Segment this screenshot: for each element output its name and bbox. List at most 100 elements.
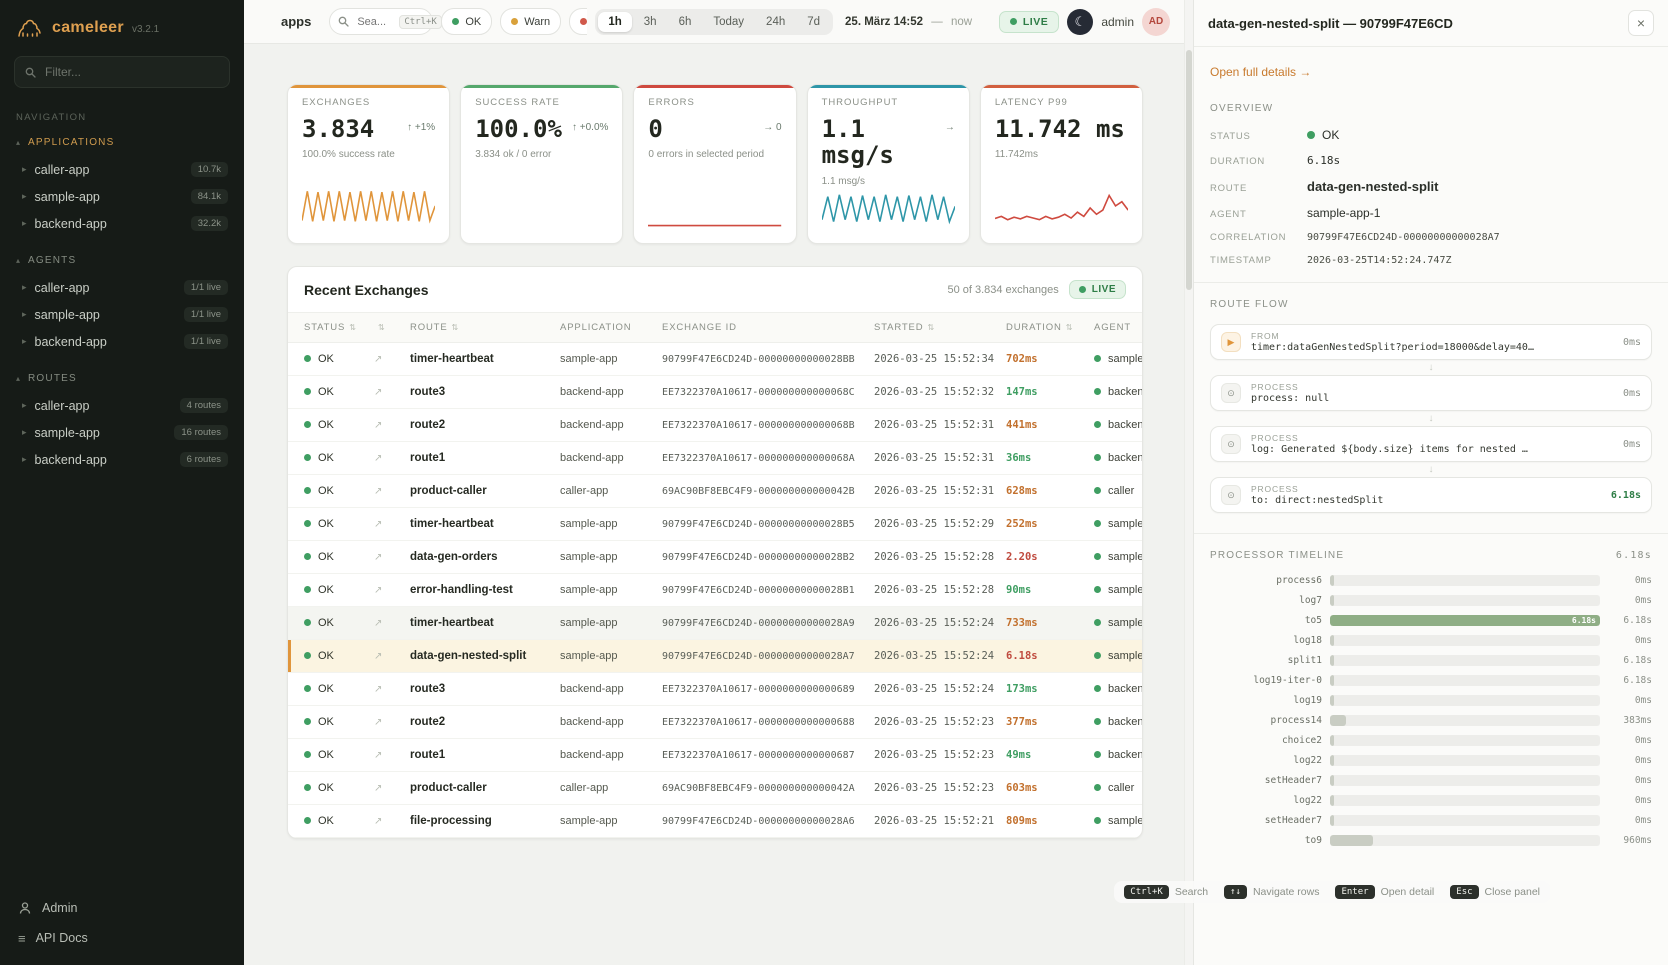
sidebar-item[interactable]: ▸ backend-app 6 routes [0, 446, 244, 473]
agent-live-dot [1094, 652, 1101, 659]
api-docs-label: API Docs [35, 931, 88, 945]
sidebar-section-header[interactable]: ▴ AGENTS [0, 253, 244, 274]
app-name: cameleer [52, 19, 124, 36]
table-row[interactable]: OK ↗ timer-heartbeat sample-app 90799F47… [288, 507, 1142, 541]
status-filter-chip[interactable]: Warn [500, 8, 562, 35]
processor-name: split1 [1287, 655, 1322, 666]
timeline-row: choice2 0ms [1210, 735, 1652, 746]
panel-body: Open full details → OVERVIEW STATUS OK D… [1194, 47, 1668, 965]
sidebar-item[interactable]: ▸ backend-app 1/1 live [0, 328, 244, 355]
timeline-bar [1330, 815, 1335, 826]
column-header[interactable]: ROUTE ⇅ [410, 312, 560, 343]
table-row[interactable]: OK ↗ route2 backend-app EE7322370A10617-… [288, 408, 1142, 442]
sidebar-section-header[interactable]: ▴ ROUTES [0, 371, 244, 392]
sidebar-item-api-docs[interactable]: ≡ API Docs [18, 931, 226, 945]
overview-value: 2026-03-25T14:52:24.747Z [1307, 255, 1452, 266]
sidebar-item[interactable]: ▸ caller-app 4 routes [0, 392, 244, 419]
table-row[interactable]: OK ↗ product-caller caller-app 69AC90BF8… [288, 474, 1142, 508]
sidebar-section-header[interactable]: ▴ APPLICATIONS [0, 135, 244, 156]
sidebar-filter-box[interactable] [14, 56, 230, 88]
time-range-button[interactable]: 3h [634, 12, 667, 32]
time-range-button[interactable]: Today [703, 12, 754, 32]
dark-mode-toggle[interactable]: ☾ [1067, 8, 1094, 35]
search-input[interactable] [355, 14, 394, 29]
sidebar-item[interactable]: ▸ caller-app 10.7k [0, 156, 244, 183]
time-range-button[interactable]: 24h [756, 12, 795, 32]
vertical-scrollbar[interactable] [1184, 0, 1193, 965]
started-cell: 2026-03-25 15:52:31 [874, 441, 1006, 475]
status-cell: OK [288, 804, 374, 838]
status-ok-dot [304, 553, 311, 560]
time-range-button[interactable]: 6h [669, 12, 702, 32]
column-header[interactable]: AGENT [1094, 312, 1142, 343]
kpi-card[interactable]: EXCHANGES 3.834 ↑ +1% 100.0% success rat… [287, 84, 451, 244]
processor-name: log22 [1293, 795, 1322, 806]
chevron-right-icon: ▸ [22, 282, 27, 292]
route-flow-step[interactable]: ⊙ PROCESS process: null 0ms [1210, 375, 1652, 411]
kpi-card[interactable]: SUCCESS RATE 100.0% ↑ +0.0% 3.834 ok / 0… [460, 84, 624, 244]
sidebar-item-admin[interactable]: Admin [18, 901, 226, 915]
timeline-row: to5 6.18s 6.18s [1210, 615, 1652, 626]
agent-cell: backen [1094, 408, 1142, 442]
keyboard-hint: Ctrl+K Search [1124, 885, 1208, 899]
timeline-row: setHeader7 0ms [1210, 815, 1652, 826]
app-version: v3.2.1 [131, 24, 160, 35]
column-header[interactable]: DURATION ⇅ [1006, 312, 1094, 343]
exchange-id-cell: 90799F47E6CD24D-00000000000028B2 [662, 540, 874, 574]
open-full-details-link[interactable]: Open full details → [1210, 65, 1312, 79]
chevron-up-icon: ▴ [16, 138, 21, 147]
close-icon[interactable]: × [1628, 10, 1654, 36]
agent-live-dot [1094, 718, 1101, 725]
table-row[interactable]: OK ↗ error-handling-test sample-app 9079… [288, 573, 1142, 607]
status-filters: OK Warn E [441, 8, 588, 35]
table-row[interactable]: OK ↗ route2 backend-app EE7322370A10617-… [288, 705, 1142, 739]
sidebar-item[interactable]: ▸ sample-app 84.1k [0, 183, 244, 210]
column-header[interactable]: EXCHANGE ID [662, 312, 874, 343]
hint-label: Close panel [1484, 886, 1540, 898]
kbd-key: Ctrl+K [1124, 885, 1169, 899]
table-row[interactable]: OK ↗ route3 backend-app EE7322370A10617-… [288, 375, 1142, 409]
column-header[interactable]: APPLICATION [560, 312, 662, 343]
table-row[interactable]: OK ↗ route3 backend-app EE7322370A10617-… [288, 672, 1142, 706]
sidebar-item[interactable]: ▸ backend-app 32.2k [0, 210, 244, 237]
step-description: process: null [1251, 393, 1330, 404]
live-badge: LIVE [998, 10, 1060, 33]
table-row[interactable]: OK ↗ timer-heartbeat sample-app 90799F47… [288, 342, 1142, 376]
time-range-button[interactable]: 1h [598, 11, 632, 32]
filter-input[interactable] [43, 64, 219, 80]
processor-name: log22 [1293, 755, 1322, 766]
table-row[interactable]: OK ↗ file-processing sample-app 90799F47… [288, 804, 1142, 838]
kpi-card[interactable]: LATENCY P99 11.742 ms 11.742ms [979, 84, 1144, 244]
started-cell: 2026-03-25 15:52:24 [874, 672, 1006, 706]
table-row[interactable]: OK ↗ route1 backend-app EE7322370A10617-… [288, 441, 1142, 475]
timeline-track [1330, 735, 1600, 746]
sidebar-item[interactable]: ▸ sample-app 1/1 live [0, 301, 244, 328]
kpi-card[interactable]: THROUGHPUT 1.1 msg/s → 1.1 msg/s [806, 84, 970, 244]
table-row[interactable]: OK ↗ product-caller caller-app 69AC90BF8… [288, 771, 1142, 805]
status-filter-chip[interactable]: OK [441, 8, 493, 35]
step-icon: ⊙ [1221, 485, 1241, 505]
search-box[interactable]: Ctrl+K [329, 8, 442, 35]
sidebar-item-label: sample-app [34, 189, 100, 204]
table-row[interactable]: OK ↗ data-gen-nested-split sample-app 90… [288, 639, 1142, 673]
date-range[interactable]: 25. März 14:52 — now [845, 16, 972, 28]
column-header[interactable]: STARTED ⇅ [874, 312, 1006, 343]
table-row[interactable]: OK ↗ route1 backend-app EE7322370A10617-… [288, 738, 1142, 772]
overview-label: ROUTE [1210, 183, 1248, 194]
scrollbar-thumb[interactable] [1186, 50, 1192, 290]
table-row[interactable]: OK ↗ timer-heartbeat sample-app 90799F47… [288, 606, 1142, 640]
sidebar-item[interactable]: ▸ caller-app 1/1 live [0, 274, 244, 301]
route-flow-step[interactable]: ▶ FROM timer:dataGenNestedSplit?period=1… [1210, 324, 1652, 360]
column-header[interactable]: STATUS ⇅ [288, 312, 374, 343]
status-filter-chip[interactable]: E [569, 8, 588, 35]
route-flow-step[interactable]: ⊙ PROCESS to: direct:nestedSplit 6.18s [1210, 477, 1652, 513]
sidebar-item[interactable]: ▸ sample-app 16 routes [0, 419, 244, 446]
kpi-card[interactable]: ERRORS 0 → 0 0 errors in selected period [633, 84, 797, 244]
column-header[interactable]: ⇅ [374, 312, 410, 343]
avatar[interactable]: AD [1142, 7, 1170, 36]
date-separator: — [931, 15, 943, 28]
time-range-button[interactable]: 7d [797, 12, 830, 32]
table-row[interactable]: OK ↗ data-gen-orders sample-app 90799F47… [288, 540, 1142, 574]
route-flow-step[interactable]: ⊙ PROCESS log: Generated ${body.size} it… [1210, 426, 1652, 462]
